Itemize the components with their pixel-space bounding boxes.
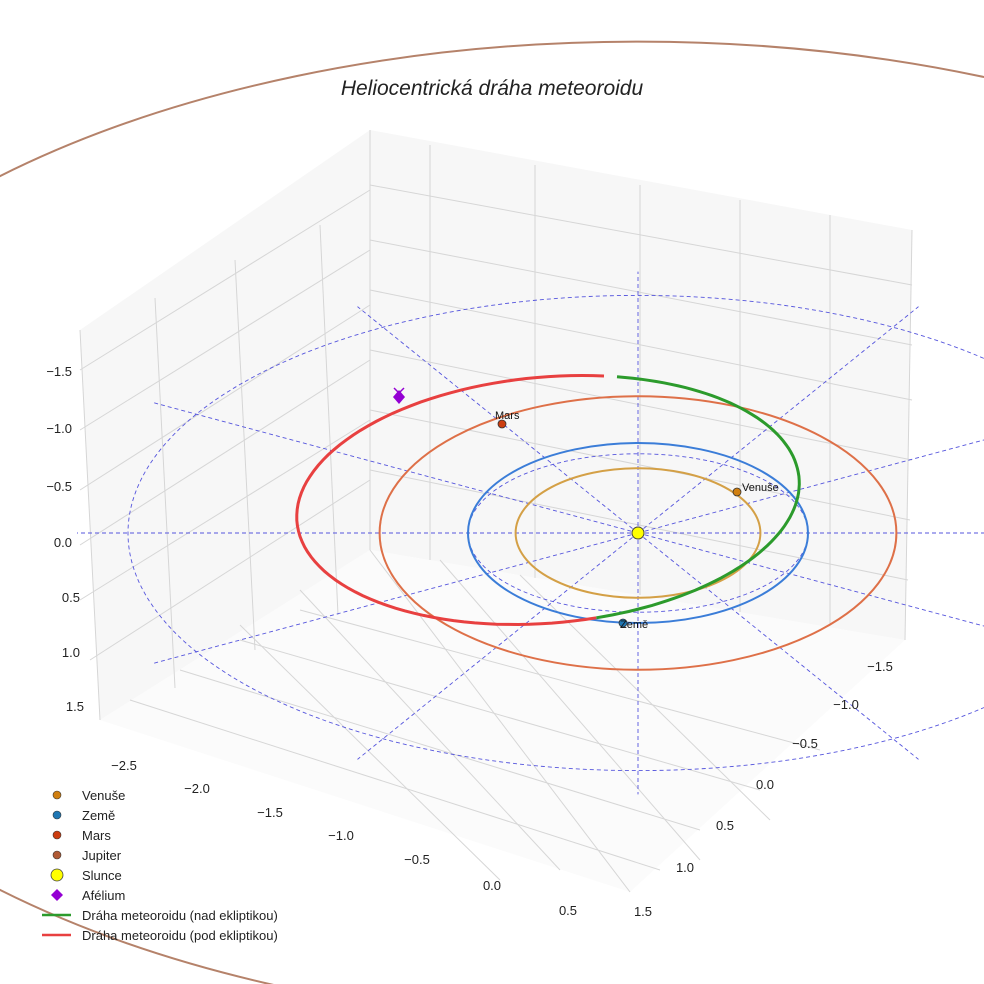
x-tick-label: −1.0 — [328, 828, 354, 843]
planet-Mars — [497, 419, 507, 429]
z-tick-label: −0.5 — [46, 479, 72, 494]
grid-line — [904, 229, 913, 641]
y-tick-label: 0.0 — [756, 777, 774, 792]
chart-title: Heliocentrická dráha meteoroidu — [341, 77, 644, 100]
y-tick-label: −1.5 — [867, 659, 893, 674]
legend-label: Mars — [82, 828, 111, 843]
grid-line — [369, 184, 913, 286]
y-tick-label: 1.0 — [676, 860, 694, 875]
axis-ticks: −1.5 −1.0 −0.5 0.0 0.5 1.0 1.5 −2.5 −2.0 −1.5 −1.0… — [46, 364, 893, 919]
x-tick-label: 0.5 — [559, 903, 577, 918]
legend-entry: Země — [52, 808, 115, 823]
z-tick-label: 1.5 — [66, 699, 84, 714]
legend-label: Slunce — [82, 868, 122, 883]
z-tick-label: 1.0 — [62, 645, 80, 660]
grid-line — [299, 609, 821, 751]
grid-line — [369, 549, 631, 893]
grid-line — [319, 224, 339, 616]
grid-line — [154, 297, 176, 689]
y-tick-label: −0.5 — [792, 736, 818, 751]
legend-entry: Dráha meteoroidu (pod ekliptikou) — [42, 928, 278, 943]
meteoroid-path-above — [596, 375, 801, 620]
legend-label: Země — [82, 808, 115, 823]
legend-entry: Dráha meteoroidu (nad ekliptikou) — [42, 908, 278, 923]
axes-panes — [80, 130, 912, 892]
floor-pane — [100, 550, 905, 892]
legend-label: Venuše — [82, 788, 125, 803]
x-tick-label: −2.5 — [111, 758, 137, 773]
legend-marker — [52, 850, 62, 860]
planet-Venuše — [732, 487, 742, 497]
sun-marker — [631, 526, 645, 540]
orbit-Venuše — [514, 467, 762, 599]
legend-entry: Mars — [52, 828, 111, 843]
legend: Venuše Země Mars Jupiter Slunce Afélium Dráha … — [42, 788, 278, 943]
planet-Země — [618, 618, 628, 628]
grid-line — [79, 419, 371, 601]
planet-label: Venuše — [742, 482, 779, 494]
z-tick-label: −1.0 — [46, 421, 72, 436]
aphelion-cross — [393, 387, 405, 399]
grid-line — [89, 479, 371, 661]
legend-marker — [50, 868, 64, 882]
grid-line — [239, 624, 501, 881]
grid-line — [239, 639, 761, 791]
grid-line — [129, 699, 661, 871]
legend-entry: Venuše — [52, 788, 125, 803]
grid-line — [439, 559, 701, 861]
grid-line — [79, 304, 371, 491]
z-tick-label: −1.5 — [46, 364, 72, 379]
grid-line — [234, 259, 256, 651]
grid-line — [79, 249, 371, 431]
orbit-Země — [467, 442, 809, 624]
planet-label: Země — [620, 619, 648, 631]
x-tick-label: −1.5 — [257, 805, 283, 820]
markers: Venuše Země Mars — [393, 387, 779, 631]
orbit-Jupiter — [0, 40, 984, 984]
legend-entry: Jupiter — [52, 848, 122, 863]
legend-label: Dráha meteoroidu (pod ekliptikou) — [82, 928, 278, 943]
grid-line — [179, 669, 701, 831]
legend-label: Jupiter — [82, 848, 122, 863]
grid-line — [519, 574, 771, 821]
legend-marker — [52, 830, 62, 840]
grid-line — [79, 329, 101, 721]
z-tick-label: 0.0 — [54, 535, 72, 550]
legend-marker — [52, 810, 62, 820]
back-pane-right — [370, 130, 912, 640]
grid-line — [79, 359, 371, 546]
x-tick-label: −2.0 — [184, 781, 210, 796]
grid-line — [299, 589, 561, 871]
legend-label: Afélium — [82, 888, 125, 903]
grid-line — [369, 409, 911, 521]
legend-label: Dráha meteoroidu (nad ekliptikou) — [82, 908, 278, 923]
legend-entry: Slunce — [50, 868, 122, 883]
meteoroid-path — [295, 373, 801, 627]
planet-orbits — [0, 40, 984, 984]
planet-label: Mars — [495, 410, 520, 422]
y-tick-label: 0.5 — [716, 818, 734, 833]
grid-line — [369, 289, 913, 401]
meteoroid-path-below — [295, 373, 605, 627]
aphelion-marker — [393, 390, 405, 404]
back-pane-left — [80, 130, 370, 720]
grid-line — [79, 189, 371, 371]
x-tick-label: −0.5 — [404, 852, 430, 867]
grid-line — [369, 349, 913, 461]
legend-entry: Afélium — [51, 888, 125, 903]
grid-line — [369, 469, 909, 581]
ecliptic-ring — [127, 295, 984, 771]
y-tick-label: −1.0 — [833, 697, 859, 712]
legend-marker — [52, 790, 62, 800]
legend-marker — [51, 889, 63, 901]
x-tick-label: 0.0 — [483, 878, 501, 893]
z-tick-label: 0.5 — [62, 590, 80, 605]
orbit-Mars — [378, 395, 898, 671]
grid-line — [369, 239, 913, 346]
y-tick-label: 1.5 — [634, 904, 652, 919]
